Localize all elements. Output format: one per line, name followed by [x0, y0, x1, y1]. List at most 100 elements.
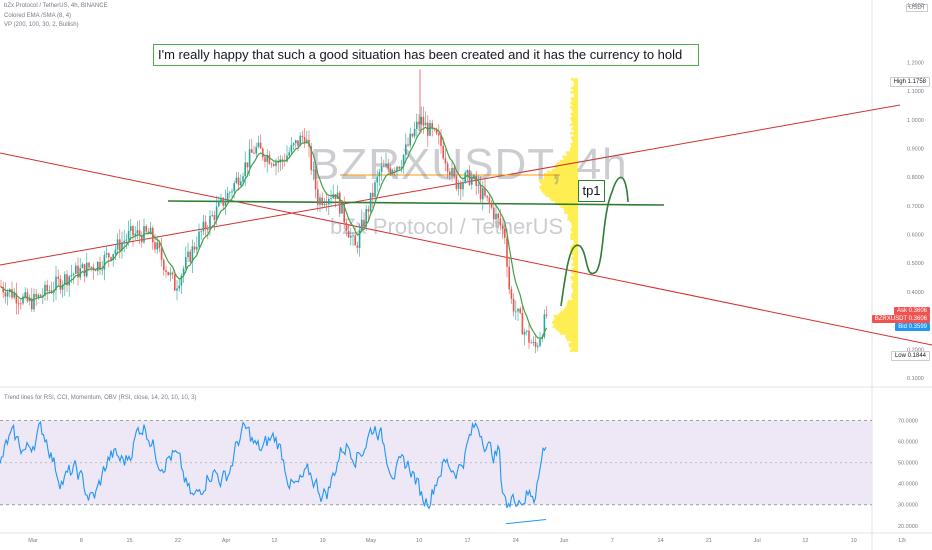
rsi-panel — [0, 420, 872, 525]
candle-body — [257, 142, 260, 147]
candle-body — [402, 154, 405, 167]
candle-body — [482, 188, 484, 200]
candle-body — [218, 201, 220, 207]
volume-bar — [540, 187, 578, 191]
volume-bar — [570, 106, 578, 109]
candle-body — [50, 290, 53, 293]
candle-body — [501, 225, 504, 229]
currency-label[interactable]: USDT — [906, 4, 929, 12]
volume-bar — [543, 192, 578, 195]
volume-bar — [552, 325, 578, 329]
volume-bar — [573, 254, 578, 258]
volume-bar — [567, 215, 578, 219]
candle-body — [526, 330, 528, 332]
time-tick-label: 12 — [802, 538, 808, 544]
candle-body — [299, 135, 301, 146]
volume-bar — [541, 190, 578, 193]
volume-bar — [570, 86, 578, 90]
volume-bar — [554, 166, 578, 169]
volume-bar — [562, 155, 578, 159]
candle-body — [277, 162, 279, 163]
volume-bar — [571, 114, 578, 118]
bid-tag-label: Bid — [898, 324, 907, 330]
candle-body — [156, 242, 158, 250]
price-tick-label: 0.1000 — [907, 376, 924, 382]
candle-body — [116, 239, 119, 250]
candle-body — [301, 135, 304, 138]
candle-body — [237, 177, 240, 186]
candle-body — [420, 116, 422, 125]
candle-body — [158, 242, 161, 249]
candle-body — [138, 230, 141, 236]
candle-body — [440, 135, 442, 146]
candle-body — [103, 254, 106, 270]
candle-body — [497, 213, 499, 219]
candle-body — [453, 167, 455, 177]
candle-body — [200, 231, 202, 233]
candle-body — [341, 203, 343, 214]
candle-body — [462, 182, 464, 190]
candle-body — [444, 158, 447, 164]
candle-body — [466, 170, 469, 173]
candle-body — [400, 166, 403, 169]
candle-body — [438, 133, 440, 136]
candle-body — [94, 270, 97, 272]
volume-bar — [538, 179, 578, 182]
candle-body — [297, 140, 299, 146]
candle-body — [224, 200, 227, 206]
candle-body — [422, 116, 425, 126]
volume-bar — [554, 317, 578, 320]
price-tick-label: 0.5000 — [907, 261, 924, 267]
indicator-rsi-label[interactable]: Trend lines for RSI, CCI, Momentum, OBV … — [4, 395, 197, 401]
volume-bar — [556, 162, 578, 165]
volume-bar — [570, 233, 578, 236]
candle-body — [264, 157, 266, 162]
candle-body — [317, 189, 319, 205]
volume-bar — [566, 301, 578, 305]
candle-body — [387, 163, 389, 169]
volume-bar — [572, 103, 578, 107]
candle-body — [75, 265, 77, 274]
candle-body — [59, 278, 62, 290]
low-tag: Low 0.1844 — [890, 351, 930, 361]
price-tick-label: 0.8000 — [907, 175, 924, 181]
candle-body — [418, 121, 420, 125]
volume-bar — [571, 224, 578, 228]
volume-bar — [571, 252, 578, 256]
volume-bar — [570, 123, 578, 126]
volume-bar — [571, 293, 578, 296]
candle-body — [220, 197, 222, 202]
target-label[interactable]: tp1 — [578, 180, 605, 202]
candle-body — [0, 286, 2, 287]
indicator-ema-label[interactable]: Colored EMA /SMA (8, 4) — [4, 13, 72, 19]
indicator-vp-label[interactable]: VP (200, 100, 30, 2, Bullish) — [4, 22, 79, 28]
candle-body — [532, 341, 535, 343]
low-tag-value: 0.1844 — [907, 353, 926, 359]
candle-body — [534, 341, 537, 347]
candle-body — [413, 129, 416, 137]
volume-bar — [543, 177, 578, 180]
candle-body — [26, 292, 29, 302]
candle-body — [68, 276, 70, 286]
annotation-box[interactable]: I'm really happy that such a good situat… — [153, 44, 699, 66]
volume-bar — [571, 282, 578, 286]
volume-bar — [571, 278, 578, 281]
watermark-name: bZx Protocol / TetherUS — [330, 214, 564, 239]
volume-bar — [571, 256, 578, 260]
volume-bar — [555, 327, 578, 331]
volume-bar — [543, 175, 578, 178]
candle-body — [39, 294, 42, 297]
candle-body — [193, 246, 196, 250]
candle-body — [407, 144, 409, 146]
candle-body — [394, 170, 396, 172]
symbol-title[interactable]: bZx Protocol / TetherUS, 4h, BINANCE — [4, 3, 108, 9]
volume-bar — [558, 312, 578, 316]
candle-body — [484, 188, 486, 196]
projection-path — [560, 176, 629, 307]
candle-body — [242, 176, 244, 182]
volume-bar — [573, 95, 578, 98]
candle-body — [515, 311, 517, 313]
candle-body — [295, 140, 297, 144]
candle-body — [209, 216, 211, 230]
